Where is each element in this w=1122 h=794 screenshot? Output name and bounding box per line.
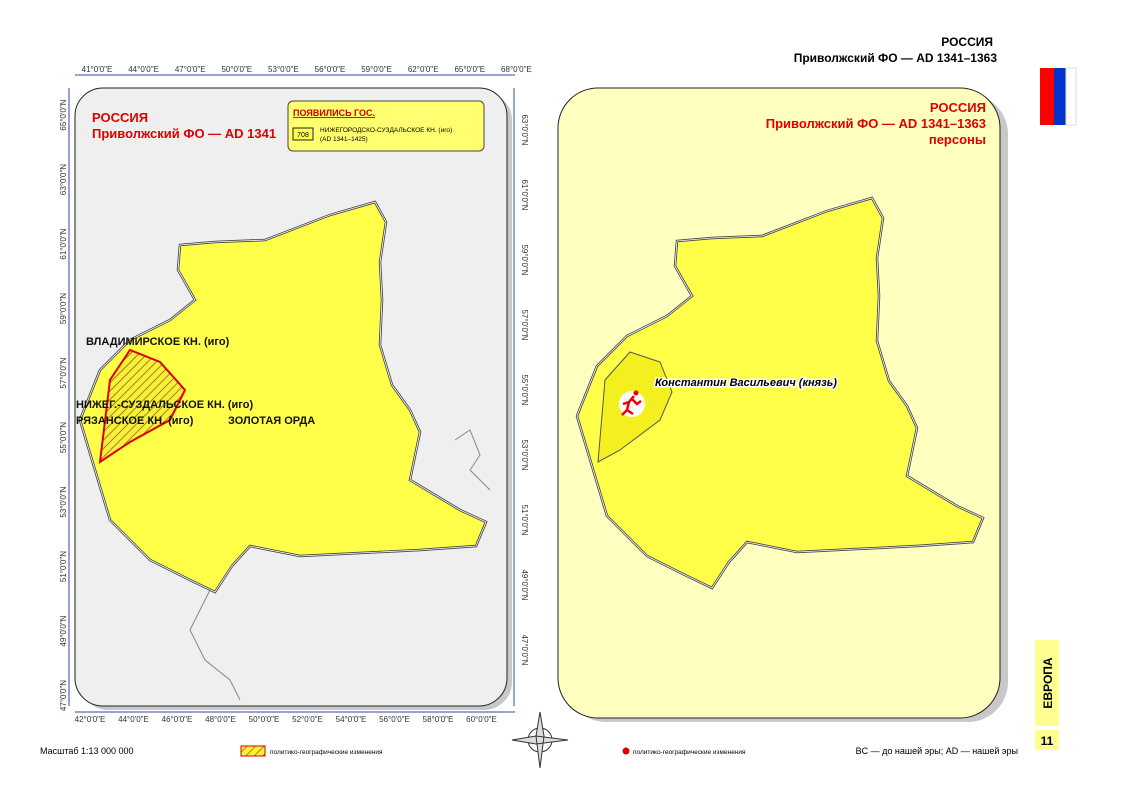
- coordinate-label: 65°0'0"E: [454, 65, 485, 74]
- coordinate-label: 41°0'0"E: [82, 65, 113, 74]
- scale: Масштаб 1:13 000 000: [40, 746, 134, 756]
- page-number: 11: [1041, 734, 1054, 748]
- coordinate-label: 52°0'0"E: [292, 715, 323, 724]
- coordinate-label: 46°0'0"E: [162, 715, 193, 724]
- coordinate-label: 61°0'0"N: [520, 179, 529, 210]
- coordinate-label: 68°0'0"E: [501, 65, 532, 74]
- coordinate-label: 51°0'0"N: [520, 504, 529, 535]
- person-icon: [621, 395, 642, 416]
- coordinate-label: 42°0'0"E: [75, 715, 106, 724]
- coordinate-label: 49°0'0"N: [520, 569, 529, 600]
- coordinate-label: 49°0'0"N: [59, 615, 68, 646]
- coordinate-label: 51°0'0"N: [59, 551, 68, 582]
- map-legend: ПОЯВИЛИСЬ ГОС. 708 НИЖЕГОРОДСКО-СУЗДАЛЬС…: [287, 100, 485, 152]
- coordinate-label: 57°0'0"N: [520, 309, 529, 340]
- compass: [511, 711, 569, 769]
- coordinate-label: 47°0'0"N: [59, 680, 68, 711]
- coordinate-label: 58°0'0"E: [423, 715, 454, 724]
- legend-title: ПОЯВИЛИСЬ ГОС.: [293, 108, 375, 118]
- map-title: РОССИЯ: [92, 110, 148, 125]
- region-label: ЗОЛОТАЯ ОРДА: [228, 415, 315, 427]
- person-label: Константин Васильевич (князь): [655, 377, 837, 389]
- left-map: РОССИЯ Приволжский ФО — AD 1341 ПОЯВИЛИС…: [59, 65, 532, 724]
- footer: Масштаб 1:13 000 000 политико-географиче…: [40, 640, 1059, 769]
- page-subtitle: Приволжский ФО — AD 1341–1363: [794, 51, 998, 65]
- region-label: ВЛАДИМИРСКОЕ КН. (иго): [86, 336, 230, 348]
- region-label: НИЖЕГ.-СУЗДАЛЬСКОЕ КН. (иго): [76, 399, 253, 411]
- legend-badge: 708: [297, 132, 309, 139]
- era-note: BC — до нашей эры; AD — нашей эры: [856, 746, 1018, 756]
- coordinate-label: 47°0'0"E: [175, 65, 206, 74]
- coordinate-label: 53°0'0"N: [59, 486, 68, 517]
- coordinate-ticks: 41°0'0"E 44°0'0"E 47°0'0"E 50°0'0"E 53°0'0"E…: [59, 65, 532, 724]
- flag: [1040, 67, 1077, 126]
- coordinate-label: 65°0'0"N: [59, 99, 68, 130]
- region-label: РЯЗАНСКОЕ КН. (иго): [76, 415, 194, 427]
- coordinate-label: 53°0'0"N: [520, 439, 529, 470]
- coordinate-label: 61°0'0"N: [59, 228, 68, 259]
- coordinate-label: 59°0'0"E: [361, 65, 392, 74]
- coordinate-label: 63°0'0"N: [520, 114, 529, 145]
- coordinate-label: 56°0'0"E: [315, 65, 346, 74]
- coordinate-label: 44°0'0"E: [128, 65, 159, 74]
- coordinate-label: 62°0'0"E: [408, 65, 439, 74]
- coordinate-label: 50°0'0"E: [249, 715, 280, 724]
- coordinate-label: 63°0'0"N: [59, 164, 68, 195]
- coordinate-label: 59°0'0"N: [520, 244, 529, 275]
- legend-name: НИЖЕГОРОДСКО-СУЗДАЛЬСКОЕ КН. (иго): [320, 127, 452, 134]
- coordinate-label: 57°0'0"N: [59, 357, 68, 388]
- coordinate-label: 56°0'0"E: [379, 715, 410, 724]
- page-title: РОССИЯ: [941, 35, 993, 49]
- dot-legend: политико-географические изменения: [633, 749, 746, 756]
- coordinate-label: 59°0'0"N: [59, 293, 68, 324]
- map-subtitle: Приволжский ФО — AD 1341–1363: [766, 116, 986, 131]
- region-tab: ЕВРОПА: [1041, 657, 1055, 708]
- map-caption: персоны: [929, 132, 986, 147]
- coordinate-label: 44°0'0"E: [118, 715, 149, 724]
- coordinate-label: 47°0'0"N: [520, 634, 529, 665]
- coordinate-label: 53°0'0"E: [268, 65, 299, 74]
- coordinate-label: 55°0'0"N: [59, 422, 68, 453]
- coordinate-label: 60°0'0"E: [466, 715, 497, 724]
- right-map: РОССИЯ Приволжский ФО — AD 1341–1363 пер…: [557, 87, 1008, 722]
- coordinate-label: 48°0'0"E: [205, 715, 236, 724]
- coordinate-label: 54°0'0"E: [336, 715, 367, 724]
- map-title: РОССИЯ: [930, 100, 986, 115]
- header: РОССИЯ Приволжский ФО — AD 1341–1363: [794, 35, 998, 65]
- map-subtitle: Приволжский ФО — AD 1341: [92, 126, 276, 141]
- hatch-legend: политико-географические изменения: [270, 749, 383, 756]
- dot-symbol: [622, 747, 630, 755]
- legend-period: (AD 1341–1425): [320, 136, 368, 143]
- coordinate-label: 50°0'0"E: [221, 65, 252, 74]
- coordinate-label: 55°0'0"N: [520, 374, 529, 405]
